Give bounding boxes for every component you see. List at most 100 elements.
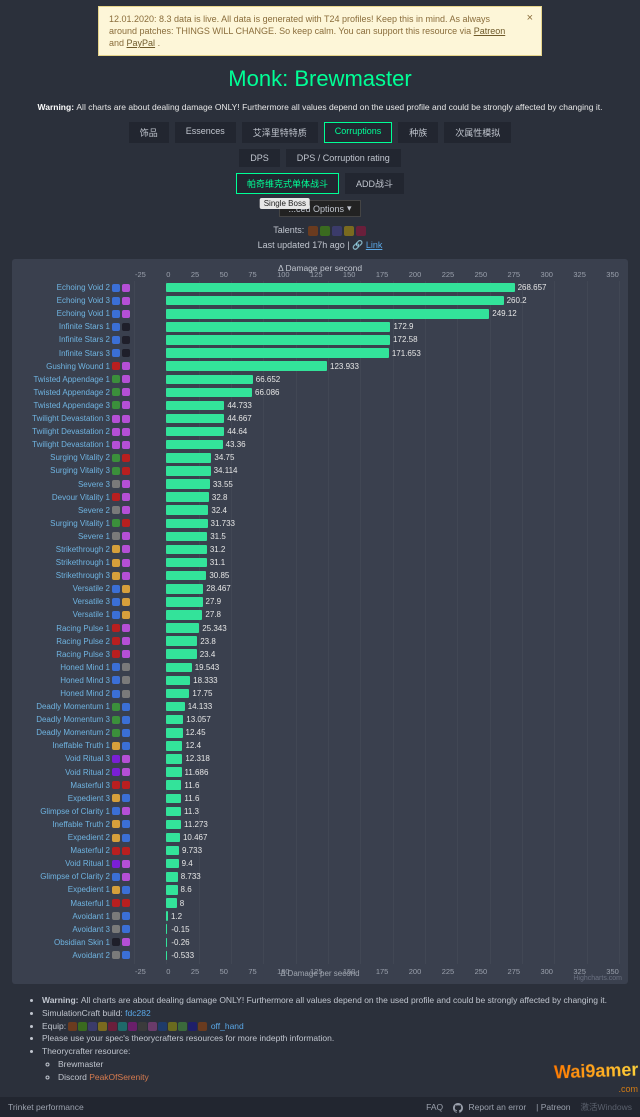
row-icon: [112, 545, 120, 553]
row-icon: [112, 559, 120, 567]
tab--[interactable]: 饰品: [129, 122, 169, 143]
bar: [166, 427, 224, 437]
bar-row: Expedient 311.6: [134, 792, 620, 805]
bar-row: Severe 131.5: [134, 530, 620, 543]
bar-row: Versatile 228.467: [134, 582, 620, 595]
row-icon: [112, 847, 120, 855]
bar: [166, 794, 181, 804]
row-icon: [122, 323, 130, 331]
row-icon: [122, 415, 130, 423]
tab--[interactable]: 艾泽里特特质: [242, 122, 318, 143]
bar-value: 30.85: [206, 571, 229, 580]
talent-icon: [332, 226, 342, 236]
row-icon: [112, 742, 120, 750]
bar-value: 31.5: [207, 532, 226, 541]
x-tick: -25: [135, 270, 146, 279]
row-icon: [112, 807, 120, 815]
bar: [166, 846, 179, 856]
row-icon: [112, 912, 120, 920]
bar: [166, 636, 197, 646]
github-icon: [453, 1103, 463, 1113]
bar-value: -0.26: [168, 938, 189, 947]
x-tick: 100: [277, 270, 290, 279]
resource-link[interactable]: PeakOfSerenity: [89, 1072, 149, 1082]
alert-link-patreon[interactable]: Patreon: [474, 26, 506, 36]
footer-report[interactable]: Report an error: [453, 1102, 526, 1113]
permalink[interactable]: Link: [366, 240, 383, 250]
close-icon[interactable]: ×: [527, 11, 533, 26]
tab--[interactable]: 种族: [398, 122, 438, 143]
bar-value: 31.2: [207, 545, 226, 554]
alert-text: 12.01.2020: 8.3 data is live. All data i…: [109, 14, 490, 36]
equip-icon: [118, 1022, 127, 1031]
x-tick: 25: [191, 967, 199, 976]
bar: [166, 702, 184, 712]
tab--[interactable]: 次属性模拟: [444, 122, 511, 143]
bar-label: Severe 2: [22, 506, 134, 515]
bar: [166, 859, 178, 869]
bar-row: Echoing Void 1249.12: [134, 307, 620, 320]
bar-label: Deadly Momentum 3: [22, 715, 134, 724]
tab--[interactable]: 帕奇维克式单体战斗: [236, 173, 339, 194]
bar-row: Surging Vitality 131.733: [134, 517, 620, 530]
bar-value: 32.8: [209, 493, 228, 502]
link-icon: 🔗: [352, 240, 363, 250]
tab-essences[interactable]: Essences: [175, 122, 236, 143]
bar: [166, 388, 252, 398]
bar-row: Deadly Momentum 114.133: [134, 700, 620, 713]
bar-label: Ineffable Truth 1: [22, 741, 134, 750]
page-title: Monk: Brewmaster: [8, 66, 632, 92]
x-tick: 50: [220, 967, 228, 976]
bar-value: 27.8: [202, 610, 221, 619]
tab-dps-corruption-rating[interactable]: DPS / Corruption rating: [286, 149, 401, 167]
bar-row: Twisted Appendage 266.086: [134, 386, 620, 399]
bar-label: Void Ritual 3: [22, 754, 134, 763]
bar: [166, 532, 207, 542]
bar-row: Masterful 18: [134, 896, 620, 909]
equip-icon: [88, 1022, 97, 1031]
bar-label: Racing Pulse 3: [22, 650, 134, 659]
bar-row: Twilight Devastation 344.667: [134, 412, 620, 425]
x-tick: 325: [573, 270, 586, 279]
bar-label: Versatile 1: [22, 610, 134, 619]
bar-value: 249.12: [489, 309, 516, 318]
tab-add-[interactable]: ADD战斗: [345, 173, 404, 194]
row-icon: [122, 362, 130, 370]
equip-icon: [68, 1022, 77, 1031]
alert-link-paypal[interactable]: PayPal: [127, 38, 156, 48]
bar-row: Avoidant 2-0.533: [134, 949, 620, 962]
bar-label: Twilight Devastation 3: [22, 414, 134, 423]
chart-subtitle: Δ Damage per second: [280, 969, 359, 978]
bar-value: -0.533: [168, 951, 194, 960]
bar: [166, 335, 390, 345]
footer-faq[interactable]: FAQ: [426, 1102, 443, 1112]
row-icon: [112, 755, 120, 763]
tab-dps[interactable]: DPS: [239, 149, 280, 167]
row-icon: [122, 349, 130, 357]
bar-label: Infinite Stars 1: [22, 322, 134, 331]
row-icon: [122, 690, 130, 698]
bar: [166, 741, 182, 751]
equip-offhand-link[interactable]: off_hand: [208, 1021, 243, 1031]
bar-row: Echoing Void 3260.2: [134, 294, 620, 307]
bar: [166, 492, 209, 502]
simc-build-link[interactable]: fdc282: [125, 1008, 151, 1018]
bar-row: Strikethrough 131.1: [134, 556, 620, 569]
bar-row: Avoidant 3-0.15: [134, 923, 620, 936]
row-icon: [112, 925, 120, 933]
tabs-secondary: DPS DPS / Corruption rating: [8, 149, 632, 167]
bar-row: Twilight Devastation 143.36: [134, 438, 620, 451]
bar: [166, 519, 207, 529]
footer-extra: 激活Windows: [581, 1101, 632, 1113]
bar-row: Masterful 29.733: [134, 844, 620, 857]
bar-value: 33.55: [210, 480, 233, 489]
footer-patreon[interactable]: | Patreon: [536, 1102, 570, 1112]
x-tick: 300: [540, 967, 553, 976]
row-icon: [122, 768, 130, 776]
tab-corruptions[interactable]: Corruptions: [324, 122, 393, 143]
bar-label: Twilight Devastation 1: [22, 440, 134, 449]
row-icon: [122, 519, 130, 527]
bar: [166, 505, 208, 515]
bar: [166, 401, 224, 411]
bar-value: 8.6: [178, 885, 192, 894]
